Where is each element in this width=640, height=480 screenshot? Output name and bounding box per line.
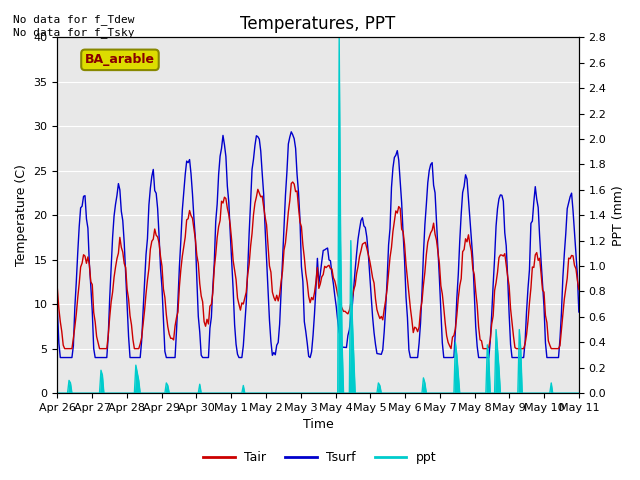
Y-axis label: Temperature (C): Temperature (C) <box>15 164 28 266</box>
X-axis label: Time: Time <box>303 419 333 432</box>
Legend: Tair, Tsurf, ppt: Tair, Tsurf, ppt <box>198 446 442 469</box>
Text: No data for f_Tdew
No data for f_Tsky: No data for f_Tdew No data for f_Tsky <box>13 14 134 38</box>
Text: BA_arable: BA_arable <box>85 53 155 66</box>
Title: Temperatures, PPT: Temperatures, PPT <box>241 15 396 33</box>
Y-axis label: PPT (mm): PPT (mm) <box>612 185 625 246</box>
